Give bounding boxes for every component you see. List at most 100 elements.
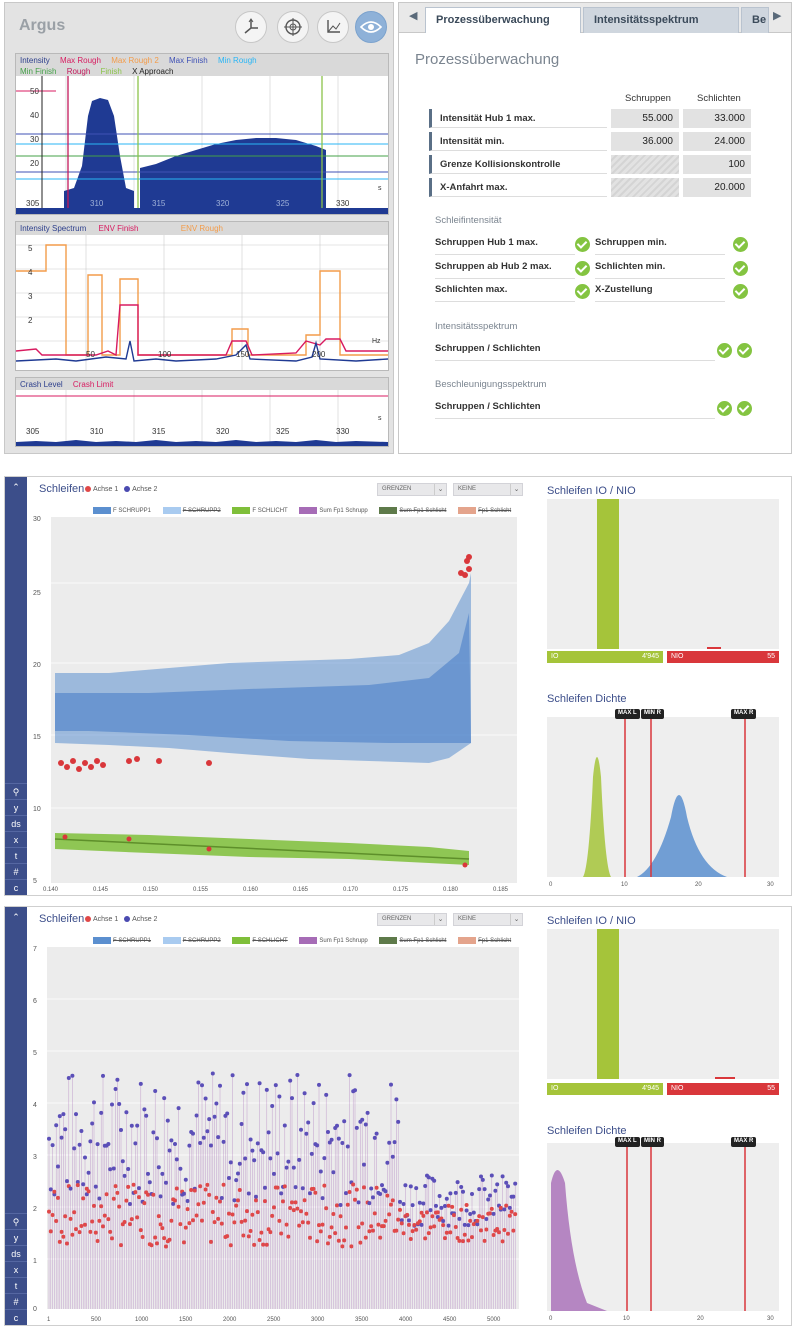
achse1-point [306, 1220, 311, 1225]
y-tick: 3 [33, 1154, 37, 1161]
achse1-point [93, 1230, 98, 1235]
sidebar-t-button[interactable]: t [5, 1277, 27, 1293]
tab-more[interactable]: Be [741, 7, 769, 33]
achse1-point [234, 1203, 239, 1208]
sidebar-x-button[interactable]: x [5, 1261, 27, 1277]
zoom-icon[interactable]: ⚲ [5, 783, 27, 799]
achse2-point [479, 1174, 483, 1179]
series-legend-item[interactable]: Sum Fp1 Schrupp [299, 937, 368, 944]
check-label: Schruppen Hub 1 max. [435, 237, 575, 255]
sidebar-hash-button[interactable]: # [5, 1293, 27, 1309]
target-icon[interactable] [277, 11, 309, 43]
achse1-point [225, 1234, 230, 1239]
achse2-point [165, 1118, 170, 1123]
check-icon [575, 237, 590, 252]
io-label: IO [551, 653, 559, 660]
sidebar-ds-button[interactable]: ds [5, 815, 27, 831]
param-finish-value[interactable]: 100 [683, 155, 751, 174]
sidebar-y-button[interactable]: y [5, 1229, 27, 1245]
series-legend-item[interactable]: Fp1 Schlicht [458, 937, 511, 944]
achse2-point [419, 1222, 424, 1227]
legend-item: ENV Finish [98, 224, 139, 233]
achse2-point [221, 1139, 226, 1144]
series-legend-item[interactable]: F SCHLICHT [232, 937, 288, 944]
series-legend-item[interactable]: F SCHRUPP2 [162, 937, 221, 944]
section-schleifintensitaet: Schleifintensität [435, 215, 502, 226]
series-legend-item[interactable]: F SCHRUPP2 [162, 507, 221, 514]
y-tick: 7 [33, 946, 37, 953]
sidebar-c-button[interactable]: c [5, 1309, 27, 1325]
scatter-plot[interactable]: 30 25 20 15 10 5 0.140 0.145 0.150 0.155… [29, 513, 529, 893]
series-legend-item[interactable]: Sum Fp1 Schrupp [299, 507, 368, 514]
param-rough-value[interactable]: 36.000 [611, 132, 679, 151]
sidebar-hash-button[interactable]: # [5, 863, 27, 879]
limits-dropdown[interactable]: GRENZEN ⌄ [377, 483, 447, 496]
param-finish-value[interactable]: 33.000 [683, 109, 751, 128]
achse2-point [360, 1117, 365, 1122]
check-label: Schlichten max. [435, 284, 575, 302]
achse1-point [371, 1228, 375, 1233]
achse1-point [191, 1218, 195, 1223]
param-finish-value[interactable]: 24.000 [683, 132, 751, 151]
achse2-point [338, 1202, 343, 1207]
achse2-point [513, 1181, 518, 1186]
param-rough-value[interactable]: 55.000 [611, 109, 679, 128]
lollipop-plot[interactable]: 7 6 5 4 3 2 1 0 1 500 1000 1500 2000 250… [29, 943, 529, 1323]
series-legend-item[interactable]: Sum Fp1 Schlicht [379, 937, 446, 944]
eye-icon[interactable] [355, 11, 387, 43]
achse2-point [77, 1142, 82, 1147]
axes-chart-icon[interactable] [317, 11, 349, 43]
series-legend-item[interactable]: Sum Fp1 Schlicht [379, 507, 446, 514]
achse1-point [138, 1228, 143, 1233]
series-legend-item[interactable]: F SCHRUPP1 [93, 507, 151, 514]
achse1-point [295, 1206, 300, 1211]
achse1-point [90, 1219, 95, 1224]
achse1-point [219, 1221, 224, 1226]
achse1-point [455, 1235, 460, 1240]
x-tick: 325 [276, 199, 290, 208]
sidebar-c-button[interactable]: c [5, 879, 27, 895]
achse1-point [326, 1241, 330, 1246]
collapse-icon[interactable]: ⌃ [12, 482, 20, 492]
achse1-point [513, 1212, 518, 1217]
achse1-point [272, 1205, 276, 1210]
series-legend-item[interactable]: Fp1 Schlicht [458, 507, 511, 514]
tab-intensitaetsspektrum[interactable]: Intensitätsspektrum [583, 7, 739, 33]
achse2-point [475, 1222, 480, 1227]
sidebar-x-button[interactable]: x [5, 831, 27, 847]
sidebar-ds-button[interactable]: ds [5, 1245, 27, 1261]
limits-dropdown[interactable]: GRENZEN ⌄ [377, 913, 447, 926]
tab-prozessueberwachung[interactable]: Prozessüberwachung [425, 7, 581, 33]
achse1-point [178, 1222, 183, 1227]
param-finish-value[interactable]: 20.000 [683, 178, 751, 197]
achse1-point [115, 1190, 120, 1195]
zoom-icon[interactable]: ⚲ [5, 1213, 27, 1229]
tab-left-arrow[interactable]: ◀ [409, 10, 418, 22]
sidebar-y-button[interactable]: y [5, 799, 27, 815]
dropdown-value: KEINE [458, 916, 477, 922]
sidebar-t-button[interactable]: t [5, 847, 27, 863]
series-legend: F SCHRUPP1 F SCHRUPP2 F SCHLICHT Sum Fp1… [93, 937, 521, 944]
achse1-point [291, 1208, 296, 1213]
series-legend-item[interactable]: F SCHRUPP1 [93, 937, 151, 944]
achse1-point [331, 1212, 336, 1217]
achse1-point [387, 1212, 392, 1217]
filter-dropdown[interactable]: KEINE ⌄ [453, 913, 523, 926]
filter-dropdown[interactable]: KEINE ⌄ [453, 483, 523, 496]
achse1-point [466, 1238, 471, 1243]
series-legend-item[interactable]: F SCHLICHT [232, 507, 288, 514]
achse2-point [471, 1210, 476, 1215]
io-count-bar: IO 4'945 [547, 651, 663, 663]
achse2-point [282, 1123, 287, 1128]
achse2-point [187, 1143, 192, 1148]
collapse-icon[interactable]: ⌃ [12, 912, 20, 922]
axes-icon[interactable] [235, 11, 267, 43]
achse1-point [264, 1242, 269, 1247]
achse1-point [345, 1202, 350, 1207]
achse1-point [108, 1229, 113, 1234]
achse2-point [234, 1178, 239, 1183]
x-tick: 310 [90, 199, 104, 208]
x-tick: 0.165 [293, 887, 309, 893]
y-tick: 30 [30, 135, 39, 144]
tab-right-arrow[interactable]: ▶ [773, 10, 782, 22]
